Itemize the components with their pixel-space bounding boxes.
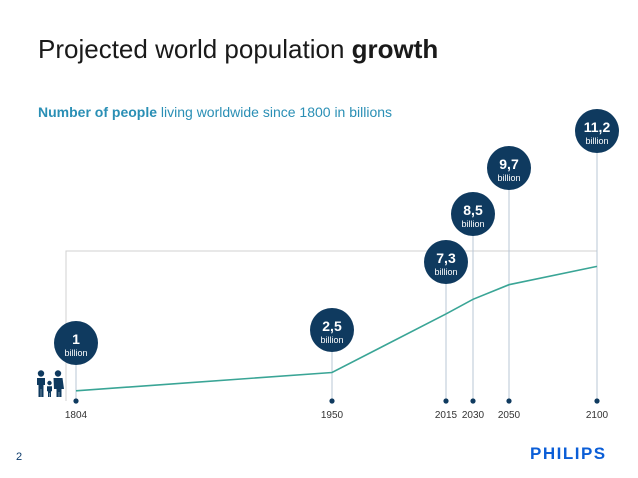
x-tick-label: 2100	[586, 410, 609, 421]
axis-tick-dot	[329, 398, 335, 404]
chart-subtitle: Number of people living worldwide since …	[38, 104, 392, 120]
data-label: 7,3	[436, 250, 456, 266]
unit-label: billion	[497, 173, 520, 183]
data-label: 8,5	[463, 202, 483, 218]
bubble-circle	[310, 308, 354, 352]
unit-label: billion	[585, 136, 608, 146]
philips-logo: PHILIPS	[530, 444, 607, 463]
title-regular: Projected world population	[38, 34, 352, 64]
x-tick-label: 1950	[321, 410, 344, 421]
data-label: 9,7	[499, 156, 519, 172]
axis-tick-dot	[73, 398, 79, 404]
axis-tick-dot	[443, 398, 449, 404]
unit-label: billion	[434, 267, 457, 277]
unit-label: billion	[320, 335, 343, 345]
bubble-circle	[54, 321, 98, 365]
page-title: Projected world population growth	[38, 34, 438, 65]
axis-tick-dot	[470, 398, 476, 404]
unit-label: billion	[461, 219, 484, 229]
x-tick-label: 2015	[435, 410, 458, 421]
population-line	[75, 265, 598, 392]
bubble-circle	[424, 240, 468, 284]
data-label: 11,2	[584, 119, 611, 135]
x-tick-label: 1804	[65, 410, 88, 421]
x-tick-label: 2030	[462, 410, 485, 421]
data-label: 2,5	[322, 318, 342, 334]
bubble-circle	[575, 109, 619, 153]
x-tick-label: 2050	[498, 410, 521, 421]
subtitle-bold: Number of people	[38, 104, 158, 120]
family-icon	[37, 370, 64, 397]
data-label: 1	[72, 331, 80, 347]
unit-label: billion	[64, 348, 87, 358]
bubble-circle	[451, 192, 495, 236]
page-number: 2	[16, 451, 23, 463]
subtitle-regular: living worldwide since 1800 in billions	[157, 104, 393, 120]
axis-tick-dot	[594, 398, 600, 404]
axis-tick-dot	[506, 398, 512, 404]
title-bold: growth	[351, 34, 439, 64]
bubble-circle	[487, 146, 531, 190]
